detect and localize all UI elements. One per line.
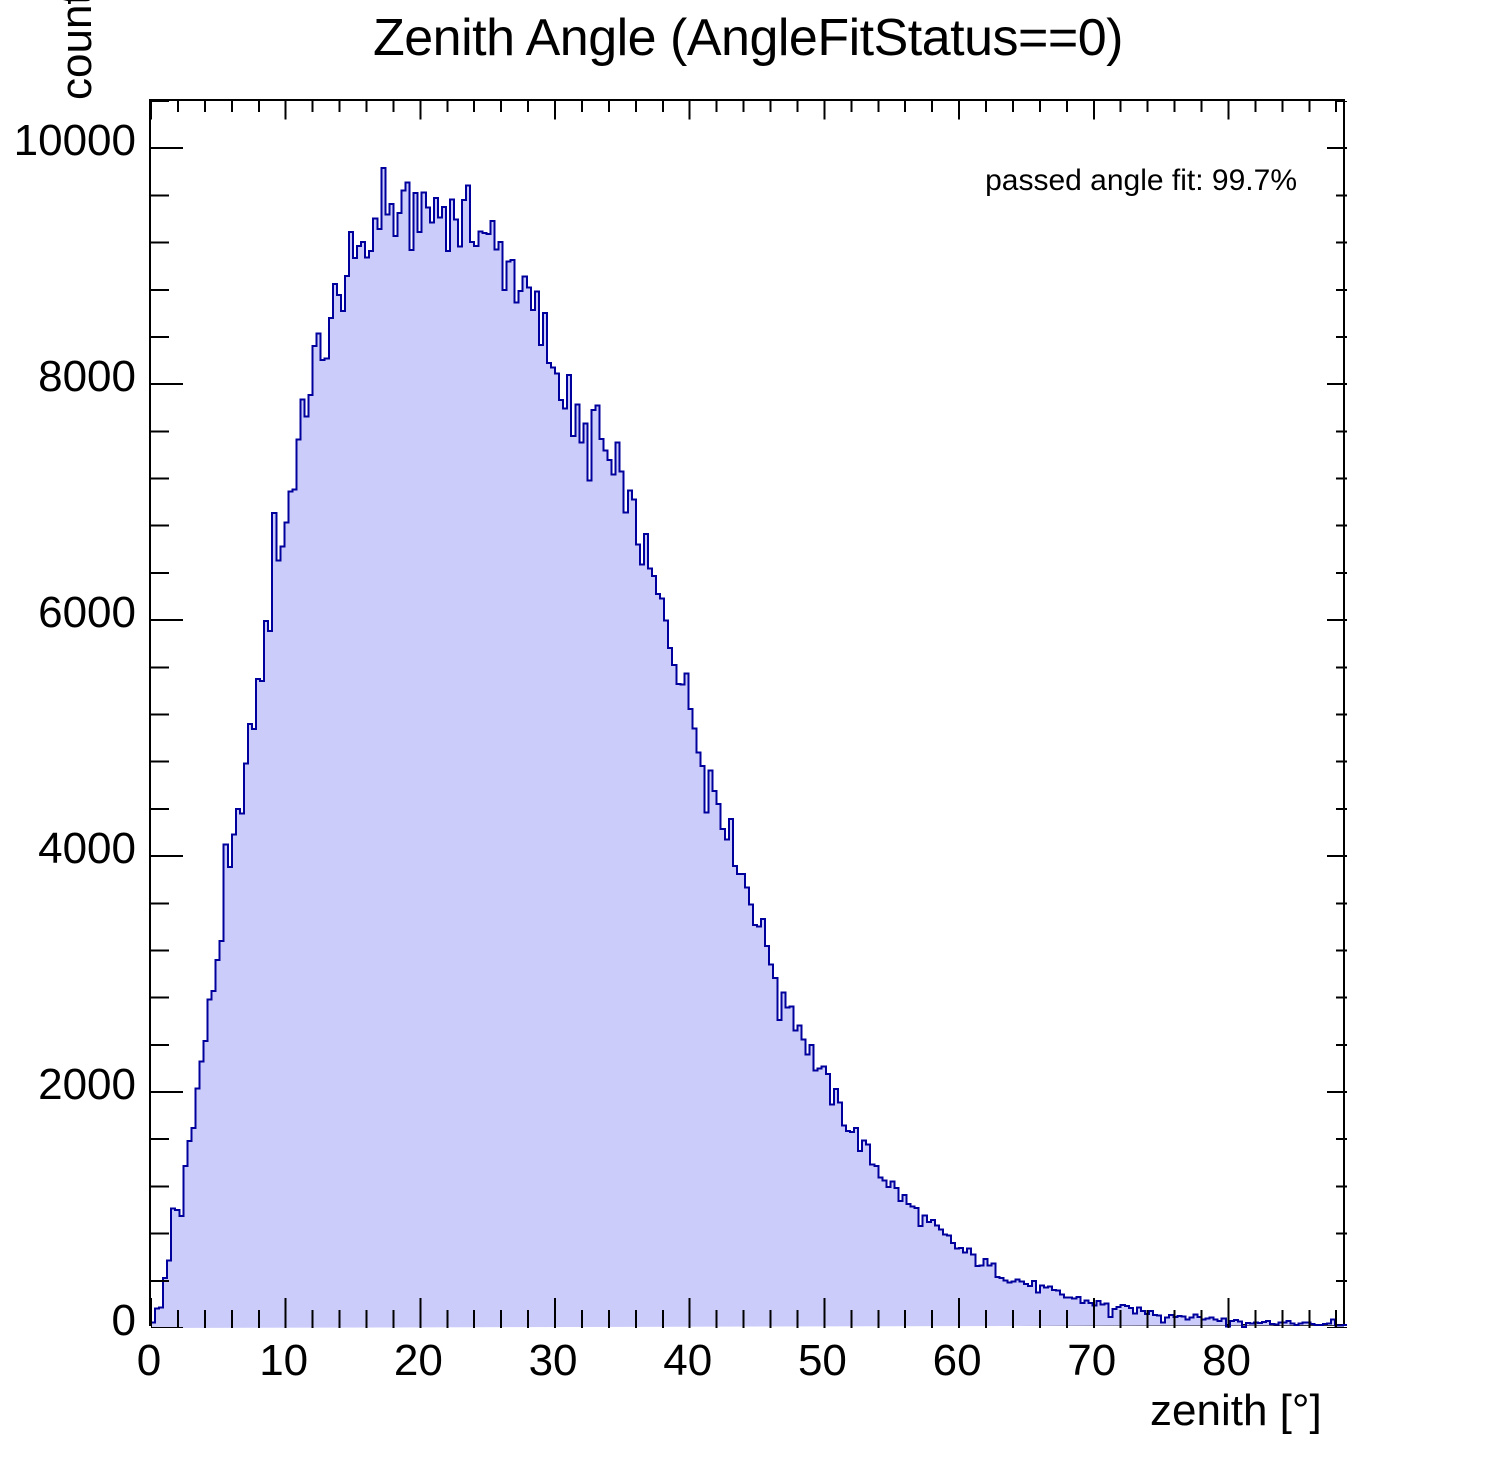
yaxis-ticks bbox=[151, 101, 1347, 1328]
xaxis-tick-label: 70 bbox=[1067, 1336, 1117, 1385]
xaxis-tick-label: 50 bbox=[797, 1336, 847, 1385]
xaxis-title: zenith [°] bbox=[1150, 1386, 1322, 1435]
xaxis-tick-label: 0 bbox=[136, 1336, 162, 1385]
yaxis-tick-label: 10000 bbox=[13, 116, 136, 166]
xaxis-tick-label: 10 bbox=[259, 1336, 309, 1385]
xaxis-tick-label: 40 bbox=[663, 1336, 713, 1385]
xaxis-tick-label: 30 bbox=[528, 1336, 578, 1385]
yaxis-tick-label: 2000 bbox=[38, 1060, 136, 1110]
histogram-outline bbox=[151, 166, 1347, 1328]
plot-area: passed angle fit: 99.7% bbox=[149, 99, 1347, 1328]
yaxis-tick-label: 8000 bbox=[38, 352, 136, 402]
yaxis-tick-label: 6000 bbox=[38, 588, 136, 638]
xaxis-ticks bbox=[151, 101, 1338, 1328]
xaxis-tick-label: 20 bbox=[393, 1336, 443, 1385]
xaxis-tick-label: 80 bbox=[1201, 1336, 1251, 1385]
yaxis-tick-label: 4000 bbox=[38, 824, 136, 874]
yaxis-title: count bbox=[52, 0, 101, 100]
annotation-passed-angle-fit: passed angle fit: 99.7% bbox=[985, 164, 1297, 197]
histogram-area bbox=[151, 167, 1347, 1328]
page-title: Zenith Angle (AngleFitStatus==0) bbox=[372, 9, 1124, 67]
yaxis-tick-label: 0 bbox=[111, 1296, 136, 1345]
histogram-step-line bbox=[151, 166, 1347, 1328]
xaxis-tick-label: 60 bbox=[932, 1336, 982, 1385]
histogram-fill bbox=[151, 167, 1347, 1328]
histogram-svg bbox=[151, 101, 1347, 1328]
